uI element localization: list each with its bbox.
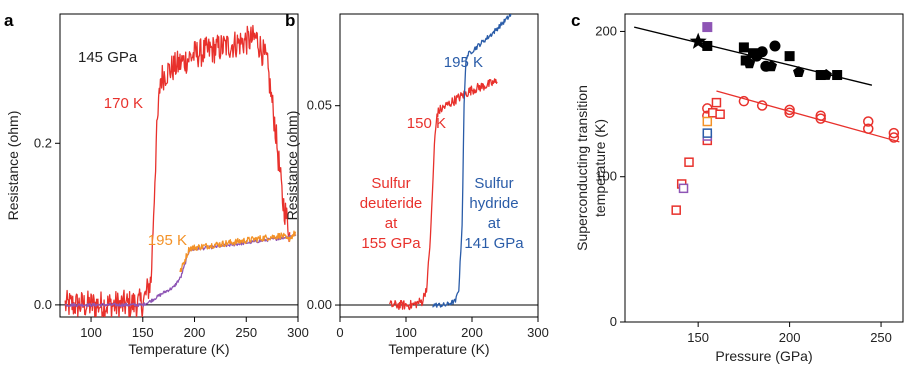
x-axis-title: Temperature (K): [128, 341, 229, 357]
open-square-marker: [671, 205, 681, 215]
panel-b-chart: b 0 100 200 300 0.00 0.05 Temperature (K) Resist…: [284, 11, 549, 357]
open-circle-marker: [784, 104, 795, 116]
annotation-label: 150 K: [407, 115, 446, 132]
annotation-label: hydride: [469, 195, 518, 212]
square-marker: [702, 40, 713, 51]
annotation-label: 155 GPa: [361, 235, 421, 252]
x-tick-label: 300: [527, 325, 549, 340]
annotation-label: deuteride: [360, 195, 423, 212]
annotation-label: Sulfur: [474, 175, 513, 192]
x-tick-label: 150: [687, 330, 709, 345]
y-tick-label: 200: [595, 23, 617, 38]
y-axis-title-line: temperature (K): [592, 119, 608, 217]
x-tick-label: 150: [132, 325, 154, 340]
open-circle-marker: [756, 100, 768, 111]
plot-area: [633, 22, 900, 215]
panel-letter: a: [4, 11, 14, 30]
series-line-0: [64, 24, 291, 317]
panel-letter: c: [571, 11, 580, 30]
y-axis-title: Resistance (ohm): [284, 111, 300, 221]
open-circle-marker: [784, 107, 795, 119]
x-tick-label: 250: [870, 330, 892, 345]
annotation-label: at: [385, 215, 398, 232]
y-axis-title: Resistance (ohm): [5, 111, 21, 221]
x-tick-label: 100: [395, 325, 417, 340]
open-circle-marker: [815, 113, 826, 124]
plot-area: [388, 14, 512, 311]
x-axis-title: Temperature (K): [388, 341, 489, 357]
open-square-marker: [702, 116, 713, 127]
x-tick-label: 200: [461, 325, 483, 340]
star-marker: [689, 32, 707, 49]
series-line-2: [179, 230, 297, 273]
annotation-label: 170 K: [104, 95, 143, 112]
series-line-1: [65, 234, 297, 308]
x-tick-label: 250: [235, 325, 257, 340]
open-circle-marker: [815, 110, 826, 121]
plot-frame: [339, 13, 539, 318]
x-tick-label: 200: [184, 325, 206, 340]
open-circle-marker: [888, 127, 900, 139]
square-marker: [738, 42, 749, 53]
annotation-label: 145 GPa: [78, 49, 138, 66]
series-line-0: [388, 78, 498, 311]
x-tick-label: 100: [80, 325, 102, 340]
open-square-marker: [715, 109, 725, 119]
plot-area: [64, 24, 297, 317]
y-tick-label: 0: [610, 314, 617, 329]
pentagon-marker: [793, 66, 805, 77]
pentagon-marker: [743, 57, 756, 69]
open-circle-marker: [863, 116, 874, 127]
plot-frame: [624, 13, 904, 323]
square-marker: [815, 70, 826, 81]
open-circle-marker: [888, 132, 900, 143]
y-tick-label: 100: [595, 169, 617, 184]
open-square-marker: [678, 183, 689, 194]
annotation-label: 195 K: [148, 232, 187, 249]
panel-c-chart: c 150 200 250 0 100 200 Pressure (GPa) Supercond…: [571, 11, 904, 364]
open-circle-marker: [738, 95, 750, 107]
square-marker: [832, 70, 843, 81]
x-tick-label: 300: [287, 325, 309, 340]
panel-letter: b: [285, 11, 295, 30]
pentagon-marker: [820, 69, 832, 80]
y-tick-label: 0.0: [34, 297, 52, 312]
square-marker: [784, 51, 795, 62]
fit-line-1: [716, 90, 900, 143]
open-square-marker: [702, 128, 713, 138]
pentagon-marker: [765, 60, 777, 72]
square-marker: [702, 22, 713, 33]
open-square-marker: [684, 157, 694, 167]
y-tick-label: 0.05: [307, 98, 332, 113]
y-tick-label: 0.2: [34, 135, 52, 150]
annotation-label: Sulfur: [371, 175, 410, 192]
y-tick-label: 0.00: [307, 297, 332, 312]
annotation-label: at: [488, 215, 501, 232]
plot-frame: [59, 13, 299, 318]
series-line-1: [432, 14, 512, 308]
y-axis-title: Superconducting transition temperature (K…: [574, 85, 608, 251]
x-tick-label: 200: [779, 330, 801, 345]
open-circle-marker: [863, 123, 874, 135]
annotation-label: 195 K: [444, 54, 483, 71]
annotation-label: 141 GPa: [464, 235, 524, 252]
open-square-marker: [711, 97, 722, 108]
circle-marker: [756, 46, 768, 58]
circle-marker: [769, 40, 781, 52]
x-axis-title: Pressure (GPa): [715, 348, 812, 364]
y-axis-title-line: Superconducting transition: [574, 85, 590, 251]
x-tick-label: 0: [336, 325, 343, 340]
panel-a-chart: a 100 150 200 250 300 0.0 0.2 Temperature (K) Res…: [4, 11, 309, 357]
